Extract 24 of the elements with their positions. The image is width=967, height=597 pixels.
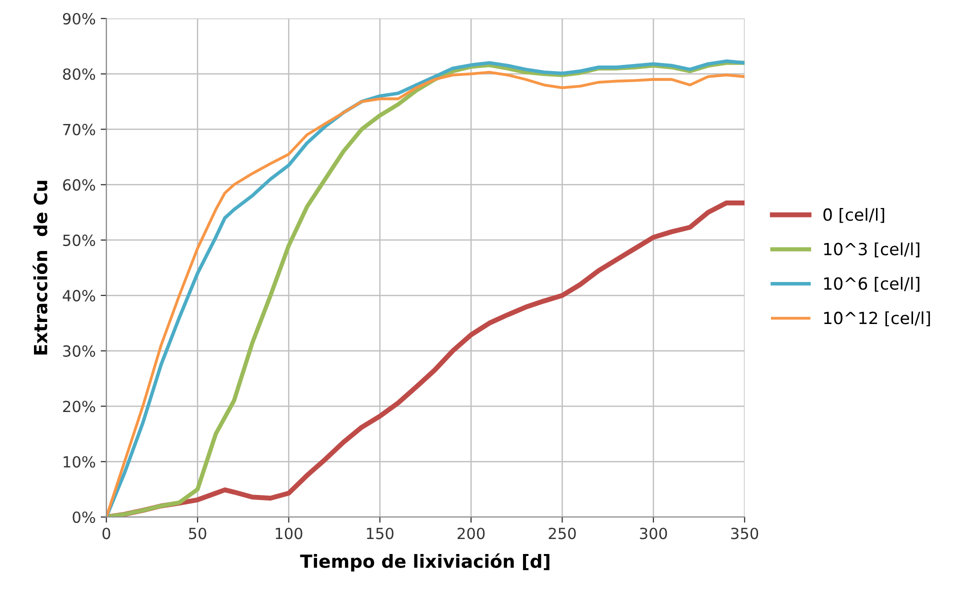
y-tick-label: 60%	[63, 179, 96, 191]
y-tick-label: 40%	[62, 290, 96, 302]
y-axis-title: Extracción de Cu	[32, 180, 48, 354]
x-tick-label: 0	[102, 528, 110, 540]
y-tick-label: 20%	[63, 400, 96, 412]
y-tick-label: 0%	[72, 511, 96, 524]
x-tick-label: 150	[366, 528, 394, 540]
y-tick-label: 30%	[63, 345, 96, 357]
x-tick-label: 350	[731, 528, 758, 540]
y-tick-label: 70%	[63, 124, 96, 136]
x-axis-title: Tiempo de lixiviación [d]	[300, 553, 550, 572]
y-tick-label: 80%	[63, 68, 96, 80]
legend-label: 0 [cel/l]	[823, 208, 884, 223]
legend-label: 10^12 [cel/l]	[824, 311, 930, 326]
x-tick-label: 200	[458, 528, 485, 540]
y-tick-label: 90%	[62, 12, 96, 25]
legend-label: 10^3 [cel/l]	[824, 242, 920, 258]
x-tick-label: 50	[189, 528, 206, 540]
y-tick-label: 10%	[64, 456, 96, 468]
y-tick-label: 50%	[63, 234, 96, 246]
x-tick-label: 250	[548, 528, 576, 540]
x-tick-label: 300	[640, 528, 667, 540]
x-tick-label: 100	[276, 528, 302, 540]
legend-label: 10^6 [cel/l]	[824, 276, 920, 292]
